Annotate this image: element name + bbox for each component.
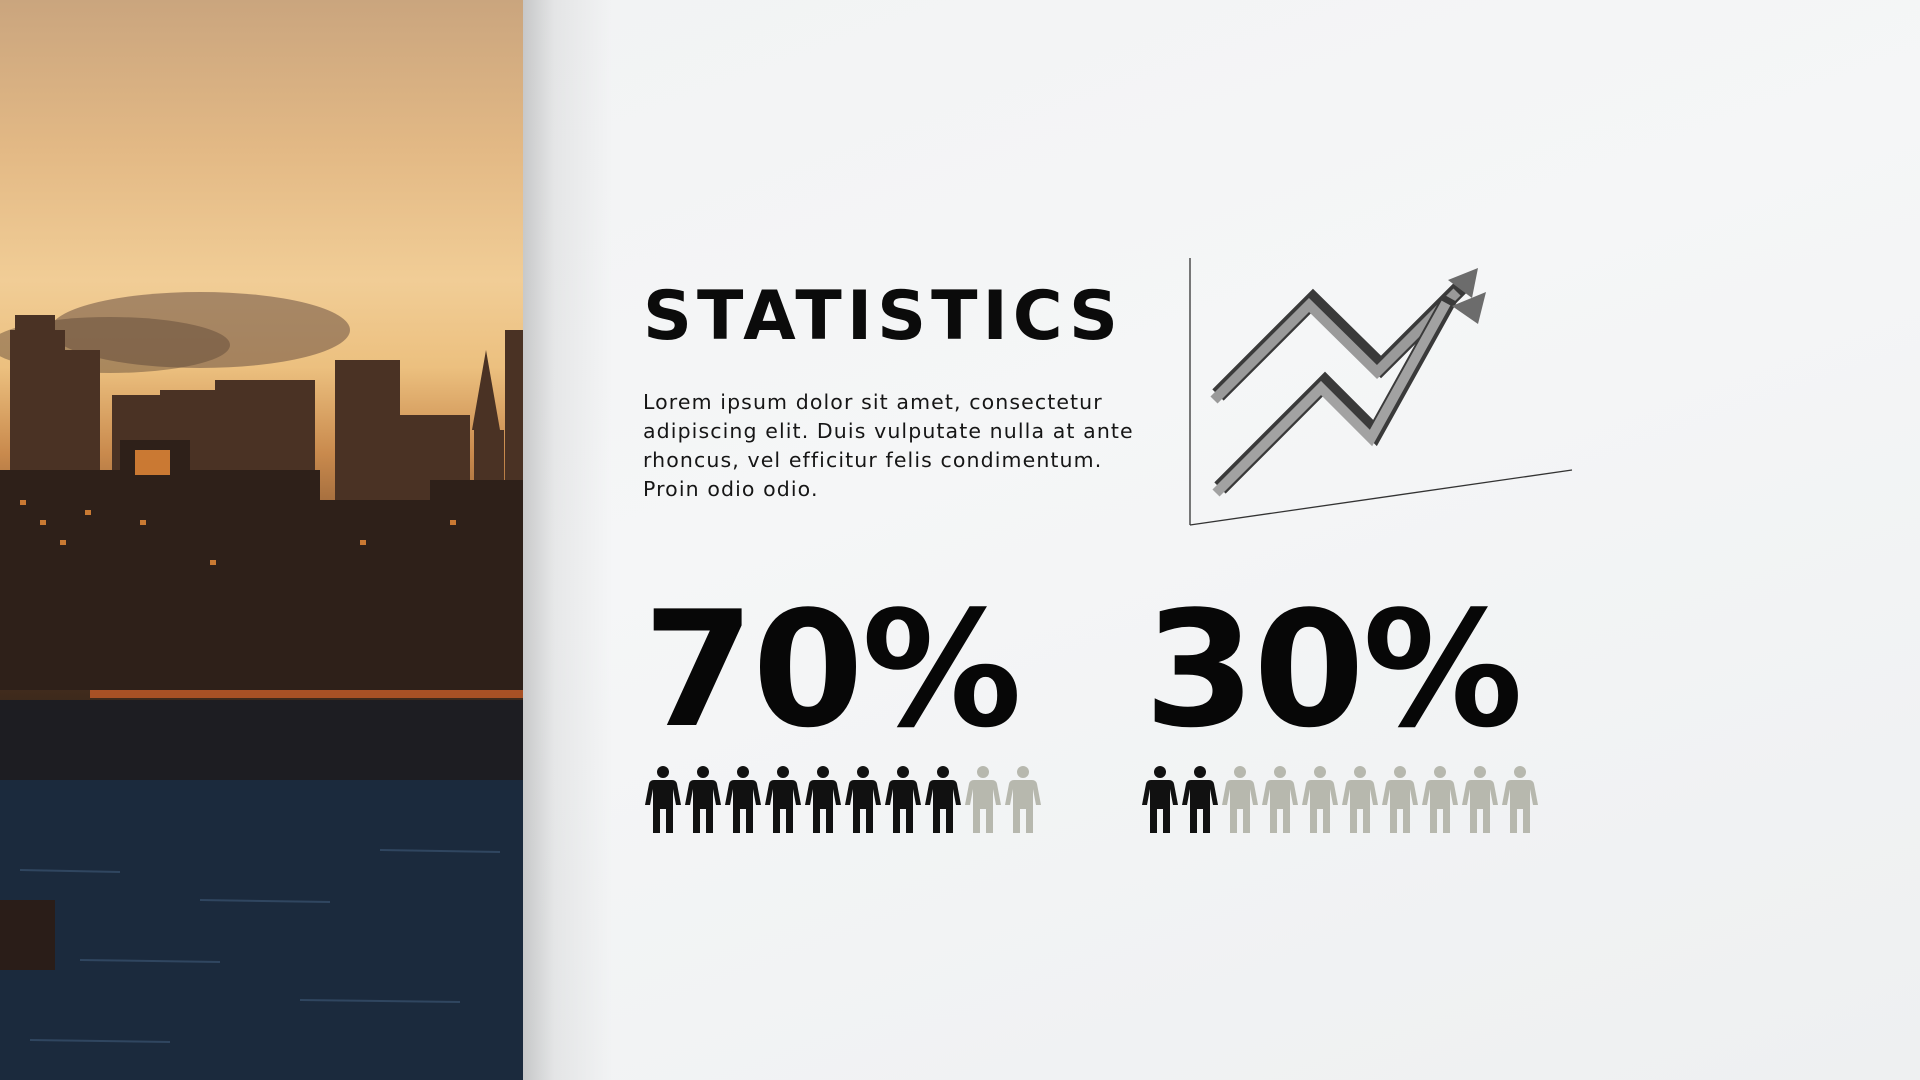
slide-title: STATISTICS (643, 277, 1123, 356)
chart-icon-x-axis (1189, 469, 1573, 526)
person-icon (1142, 766, 1178, 833)
person-icon (1262, 766, 1298, 833)
people-icon-row-2 (1140, 765, 1540, 835)
person-icon (925, 766, 961, 833)
person-icon (845, 766, 881, 833)
stat-block-1: 70% (643, 576, 1022, 763)
person-icon (1342, 766, 1378, 833)
slide-body-text: Lorem ipsum dolor sit amet, consectetur … (643, 390, 1134, 501)
person-icon (1182, 766, 1218, 833)
city-skyline-photo (0, 0, 523, 1080)
person-icon (1222, 766, 1258, 833)
person-icon (725, 766, 761, 833)
skyline-illustration (0, 292, 523, 1080)
person-icon (645, 766, 681, 833)
person-icon (885, 766, 921, 833)
person-icon (1302, 766, 1338, 833)
stat-value-2: 30% (1144, 576, 1523, 763)
people-icon-row-1 (643, 765, 1043, 835)
person-icon (765, 766, 801, 833)
lower-arrow (1212, 292, 1486, 497)
person-icon (1005, 766, 1041, 833)
person-icon (965, 766, 1001, 833)
person-icon (685, 766, 721, 833)
person-icon (1462, 766, 1498, 833)
person-icon (1502, 766, 1538, 833)
person-icon (1382, 766, 1418, 833)
person-icon (805, 766, 841, 833)
upper-arrow (1210, 268, 1478, 404)
stat-block-2: 30% (1144, 576, 1523, 763)
person-icon (1422, 766, 1458, 833)
rising-arrows-icon (1189, 258, 1573, 526)
stat-value-1: 70% (643, 576, 1022, 763)
photo-edge-shadow (523, 0, 613, 1080)
